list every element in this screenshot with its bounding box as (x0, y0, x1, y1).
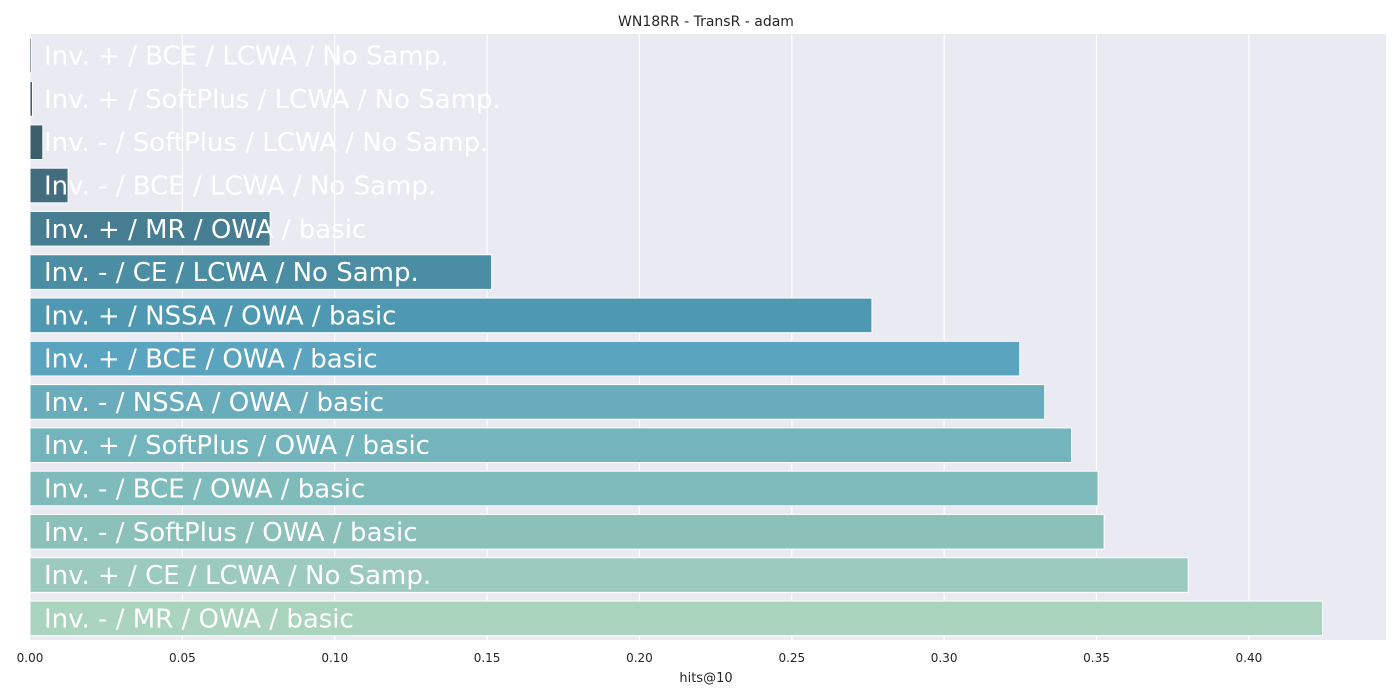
x-axis-label: hits@10 (679, 671, 732, 686)
bar-label: Inv. - / SoftPlus / OWA / basic (44, 518, 418, 548)
x-tick-label: 0.40 (1236, 651, 1263, 665)
bar (29, 37, 33, 74)
bar (29, 124, 44, 161)
x-tick-label: 0.00 (17, 651, 44, 665)
bar-label: Inv. + / CE / LCWA / No Samp. (44, 561, 431, 591)
bar-label: Inv. - / SoftPlus / LCWA / No Samp. (44, 128, 488, 158)
bar-label: Inv. - / BCE / OWA / basic (44, 475, 365, 505)
bar (29, 384, 1046, 420)
chart-title: WN18RR - TransR - adam (618, 14, 794, 30)
bar (29, 167, 69, 204)
bars-group (29, 37, 1324, 637)
bar (29, 210, 271, 247)
bar-label: Inv. - / CE / LCWA / No Samp. (44, 258, 419, 288)
bar (29, 297, 873, 334)
x-tick-label: 0.20 (626, 651, 653, 665)
bar-label: Inv. + / SoftPlus / OWA / basic (44, 431, 430, 461)
bar-label: Inv. + / BCE / LCWA / No Samp. (44, 42, 449, 72)
x-tick-label: 0.35 (1083, 651, 1110, 665)
x-tick-labels: 0.00 0.05 0.10 0.15 0.20 0.25 0.30 0.35 0.40 (17, 651, 1263, 665)
bar (29, 81, 33, 117)
bar (29, 600, 1324, 637)
bar-label: Inv. - / BCE / LCWA / No Samp. (44, 172, 436, 202)
bar (29, 470, 1099, 507)
bar-label: Inv. + / NSSA / OWA / basic (44, 301, 396, 331)
x-tick-label: 0.10 (321, 651, 348, 665)
bar-label: Inv. - / MR / OWA / basic (44, 604, 354, 634)
bar (29, 557, 1189, 593)
bar-label: Inv. + / BCE / OWA / basic (44, 345, 378, 375)
bar (29, 340, 1021, 377)
bar (29, 254, 493, 290)
bar (29, 513, 1105, 550)
bar-label: Inv. + / SoftPlus / LCWA / No Samp. (44, 85, 501, 115)
x-tick-label: 0.25 (778, 651, 805, 665)
x-tick-label: 0.15 (474, 651, 501, 665)
bar (29, 427, 1073, 464)
bar-labels-group: Inv. + / BCE / LCWA / No Samp. Inv. + / S… (44, 42, 501, 635)
bar-label: Inv. + / MR / OWA / basic (44, 215, 366, 245)
x-tick-label: 0.30 (931, 651, 958, 665)
x-tick-label: 0.05 (169, 651, 196, 665)
bar-label: Inv. - / NSSA / OWA / basic (44, 388, 384, 418)
